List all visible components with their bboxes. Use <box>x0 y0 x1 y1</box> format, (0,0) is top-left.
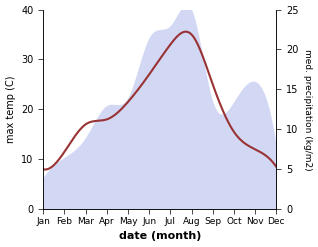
X-axis label: date (month): date (month) <box>119 231 201 242</box>
Y-axis label: med. precipitation (kg/m2): med. precipitation (kg/m2) <box>303 49 313 170</box>
Y-axis label: max temp (C): max temp (C) <box>5 76 16 143</box>
